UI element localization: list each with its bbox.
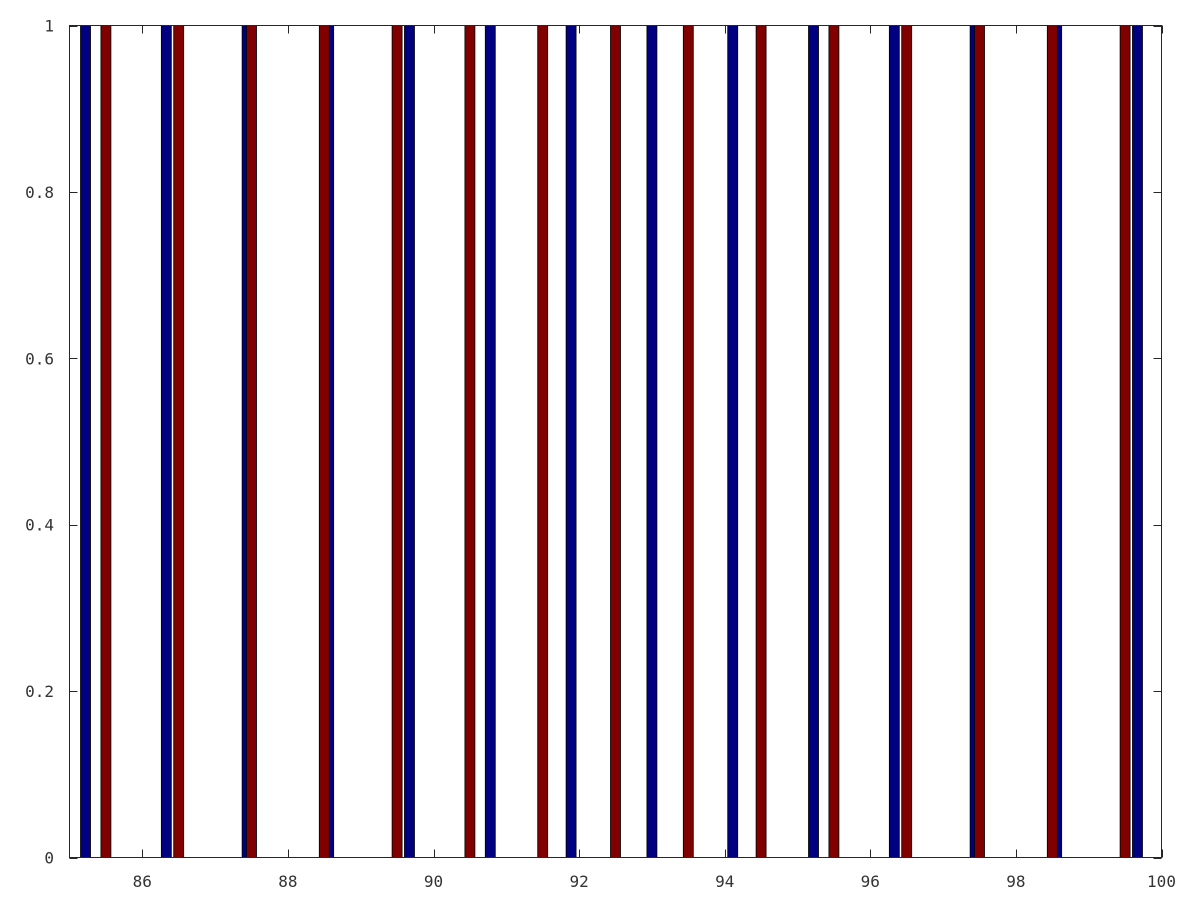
bar-series-1 <box>404 25 415 858</box>
bar-series-1 <box>484 25 496 858</box>
bar-series-1 <box>888 25 900 858</box>
x-tick-label: 98 <box>1006 872 1025 891</box>
x-tick-label: 90 <box>424 872 443 891</box>
y-tick-label: 0.4 <box>25 516 54 535</box>
bar-series-2 <box>901 25 913 858</box>
y-tick-label: 0.6 <box>25 349 54 368</box>
bar-series-2 <box>1046 25 1058 858</box>
bar-series-2 <box>391 25 403 858</box>
bar-series-2 <box>464 25 476 858</box>
bar-series-2 <box>318 25 330 858</box>
bar-series-2 <box>173 25 185 858</box>
x-tick-label: 96 <box>861 872 880 891</box>
y-tick-label: 1 <box>44 17 54 36</box>
bar-series-2 <box>610 25 621 858</box>
tick-labels: 86 88 90 92 94 96 98 100 0 0.2 0.4 0.6 0.8 1 <box>25 17 1176 892</box>
x-tick-label: 100 <box>1147 872 1176 891</box>
bar-series-1 <box>80 25 91 858</box>
y-tick-label: 0.8 <box>25 183 54 202</box>
tick-marks <box>69 25 1163 859</box>
x-tick-label: 88 <box>278 872 297 891</box>
bar-series-2 <box>537 25 549 858</box>
bar-series-1 <box>1132 25 1143 858</box>
x-tick-label: 94 <box>715 872 734 891</box>
bar-series-1 <box>727 25 739 858</box>
plot-frame <box>69 25 1162 858</box>
bar-series-1 <box>646 25 658 858</box>
bar-series-2 <box>755 25 767 858</box>
bar-series-2 <box>682 25 694 858</box>
x-tick-label: 92 <box>569 872 588 891</box>
bar-series-2 <box>828 25 840 858</box>
y-tick-label: 0 <box>44 849 54 868</box>
bar-series-2 <box>974 25 985 858</box>
y-tick-label: 0.2 <box>25 682 54 701</box>
bar-series-1 <box>160 25 172 858</box>
bars-group <box>80 25 1143 858</box>
bar-series-1 <box>565 25 577 858</box>
bar-series-2 <box>246 25 257 858</box>
bar-series-2 <box>100 25 112 858</box>
x-tick-label: 86 <box>133 872 152 891</box>
bar-series-1 <box>808 25 819 858</box>
bar-series-2 <box>1119 25 1131 858</box>
